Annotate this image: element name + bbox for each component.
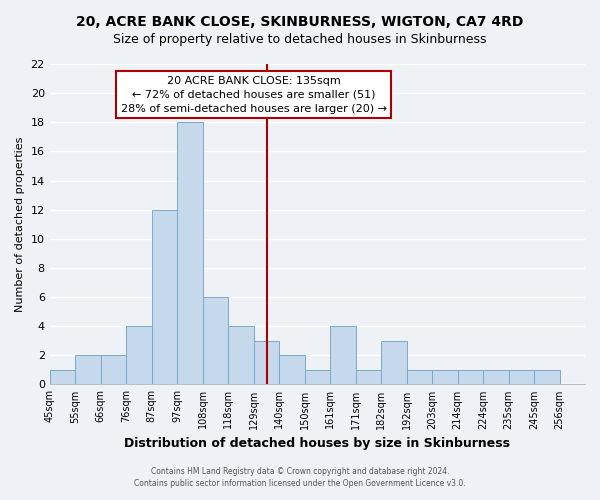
Bar: [101, 356, 126, 384]
Bar: [203, 297, 228, 384]
Bar: [305, 370, 330, 384]
Bar: [509, 370, 534, 384]
Bar: [50, 370, 75, 384]
Bar: [356, 370, 381, 384]
Bar: [254, 340, 279, 384]
Bar: [75, 356, 101, 384]
Text: 20, ACRE BANK CLOSE, SKINBURNESS, WIGTON, CA7 4RD: 20, ACRE BANK CLOSE, SKINBURNESS, WIGTON…: [76, 15, 524, 29]
Bar: [177, 122, 203, 384]
Bar: [407, 370, 432, 384]
X-axis label: Distribution of detached houses by size in Skinburness: Distribution of detached houses by size …: [124, 437, 511, 450]
Bar: [458, 370, 483, 384]
Y-axis label: Number of detached properties: Number of detached properties: [15, 136, 25, 312]
Bar: [381, 340, 407, 384]
Bar: [152, 210, 177, 384]
Text: Size of property relative to detached houses in Skinburness: Size of property relative to detached ho…: [113, 32, 487, 46]
Text: Contains HM Land Registry data © Crown copyright and database right 2024.
Contai: Contains HM Land Registry data © Crown c…: [134, 466, 466, 487]
Bar: [483, 370, 509, 384]
Bar: [279, 356, 305, 384]
Bar: [126, 326, 152, 384]
Bar: [432, 370, 458, 384]
Bar: [330, 326, 356, 384]
Text: 20 ACRE BANK CLOSE: 135sqm
← 72% of detached houses are smaller (51)
28% of semi: 20 ACRE BANK CLOSE: 135sqm ← 72% of deta…: [121, 76, 386, 114]
Bar: [228, 326, 254, 384]
Bar: [534, 370, 560, 384]
